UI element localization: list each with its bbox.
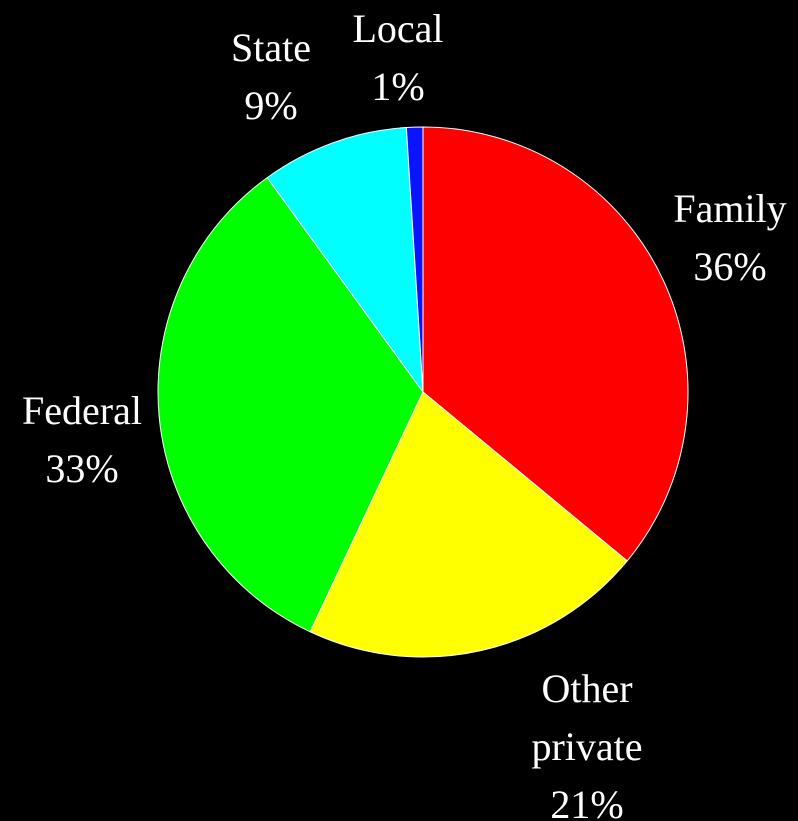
label-local: Local 1%: [352, 0, 443, 116]
label-other-private-value: 21%: [550, 782, 624, 821]
label-local-name: Local: [352, 6, 444, 51]
label-local-value: 1%: [371, 64, 425, 109]
label-federal: Federal 33%: [22, 382, 142, 498]
slice-other-private: [309, 391, 628, 658]
label-family-value: 36%: [693, 244, 767, 289]
label-other-private-line1: Other: [541, 666, 633, 711]
label-family-name: Family: [673, 186, 787, 231]
label-state-value: 9%: [244, 83, 298, 128]
label-family: Family 36%: [673, 180, 786, 296]
label-federal-name: Federal: [22, 388, 142, 433]
label-federal-value: 33%: [45, 446, 119, 491]
label-other-private-line2: private: [531, 724, 643, 769]
slice-federal: [157, 176, 424, 633]
label-state-name: State: [231, 25, 311, 70]
pie-slices: [157, 126, 689, 658]
slice-local: [405, 126, 424, 393]
slice-family: [422, 126, 689, 562]
slice-state: [266, 126, 424, 394]
label-other-private: Other private 21%: [531, 660, 642, 821]
label-state: State 9%: [231, 19, 311, 135]
